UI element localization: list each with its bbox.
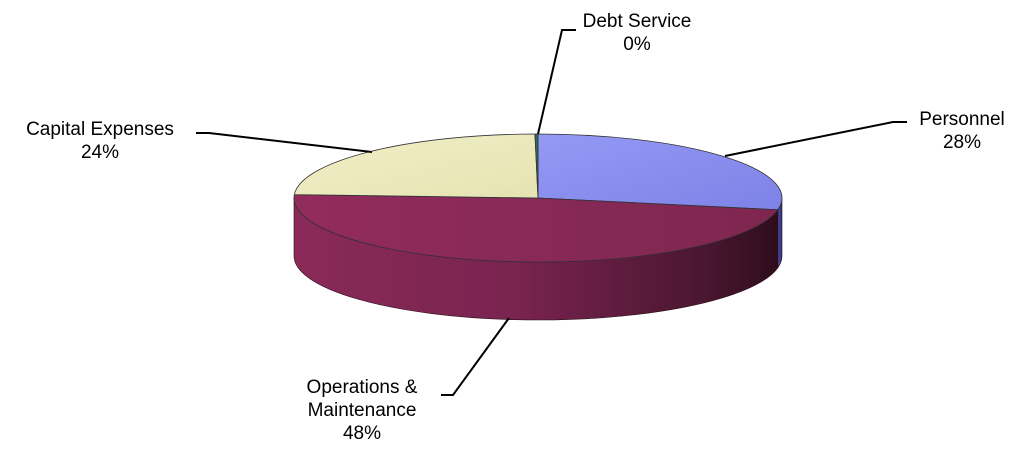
slice-labels: Personnel 28% Operations & Maintenance 48% Ca… (26, 11, 1005, 444)
slice-capital-expenses (293, 133, 539, 199)
data-label-name: Personnel (919, 109, 1005, 130)
data-label-name: Capital Expenses (26, 119, 174, 140)
data-label-percent: 48% (343, 423, 381, 444)
data-label-name: Maintenance (308, 400, 417, 421)
data-label-percent: 0% (623, 34, 651, 55)
data-label-name: Operations & (307, 377, 418, 398)
data-label-percent: 24% (81, 142, 119, 163)
pie-slices (293, 133, 783, 263)
leader-line-debt-service (537, 29, 576, 135)
label-leader-lines (196, 29, 907, 396)
data-label-operations-maintenance: Operations & Maintenance 48% (307, 377, 418, 444)
slice-debt-service (534, 133, 539, 199)
slice-operations-maintenance (293, 194, 779, 263)
slice-personnel (537, 133, 783, 211)
leader-line-personnel (724, 121, 907, 157)
data-label-percent: 28% (943, 132, 981, 153)
data-label-personnel: Personnel 28% (919, 109, 1005, 153)
leader-line-capital-expenses (196, 132, 373, 153)
leader-line-operations-maintenance (441, 317, 510, 396)
data-label-debt-service: Debt Service 0% (583, 11, 692, 55)
data-label-name: Debt Service (583, 11, 692, 32)
data-label-capital-expenses: Capital Expenses 24% (26, 119, 174, 163)
